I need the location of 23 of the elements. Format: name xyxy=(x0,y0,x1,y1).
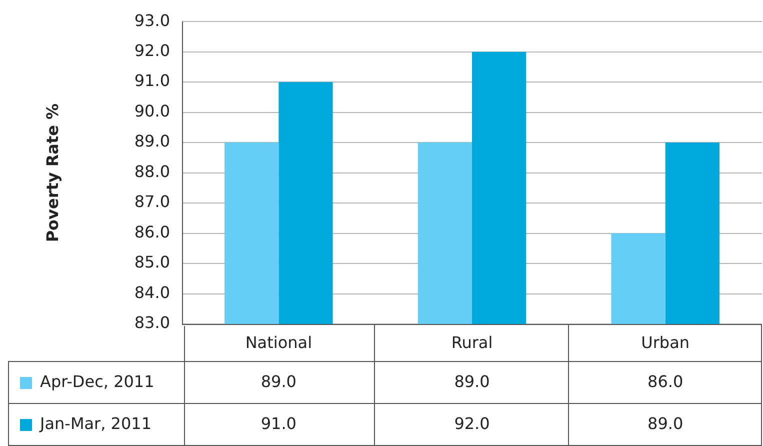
y-tick-label: 87.0 xyxy=(134,192,170,212)
legend-label: Jan-Mar, 2011 xyxy=(39,414,152,434)
y-tick-label: 88.0 xyxy=(134,162,170,181)
data-label: 89.0 xyxy=(648,414,684,434)
x-tick-label: National xyxy=(245,332,312,352)
y-tick-label: 91.0 xyxy=(134,71,170,90)
y-tick-label: 85.0 xyxy=(134,252,170,272)
y-tick-label: 86.0 xyxy=(134,222,170,242)
data-label: 92.0 xyxy=(454,414,490,434)
legend-label: Apr-Dec, 2011 xyxy=(40,372,154,392)
y-tick-label: 89.0 xyxy=(134,132,170,151)
y-tick-label: 83.0 xyxy=(134,313,170,332)
x-tick-label: Urban xyxy=(641,332,690,352)
x-tick-label: Rural xyxy=(451,332,493,352)
data-label: 89.0 xyxy=(260,372,296,392)
y-tick-label: 93.0 xyxy=(134,10,170,30)
data-label: 89.0 xyxy=(454,372,490,392)
y-tick-label: 92.0 xyxy=(134,40,170,60)
data-label: 91.0 xyxy=(260,414,296,434)
y-axis-title: Poverty Rate % xyxy=(42,103,62,242)
data-label: 86.0 xyxy=(648,372,684,392)
y-tick-label: 90.0 xyxy=(134,101,170,120)
y-tick-label: 84.0 xyxy=(134,282,170,302)
